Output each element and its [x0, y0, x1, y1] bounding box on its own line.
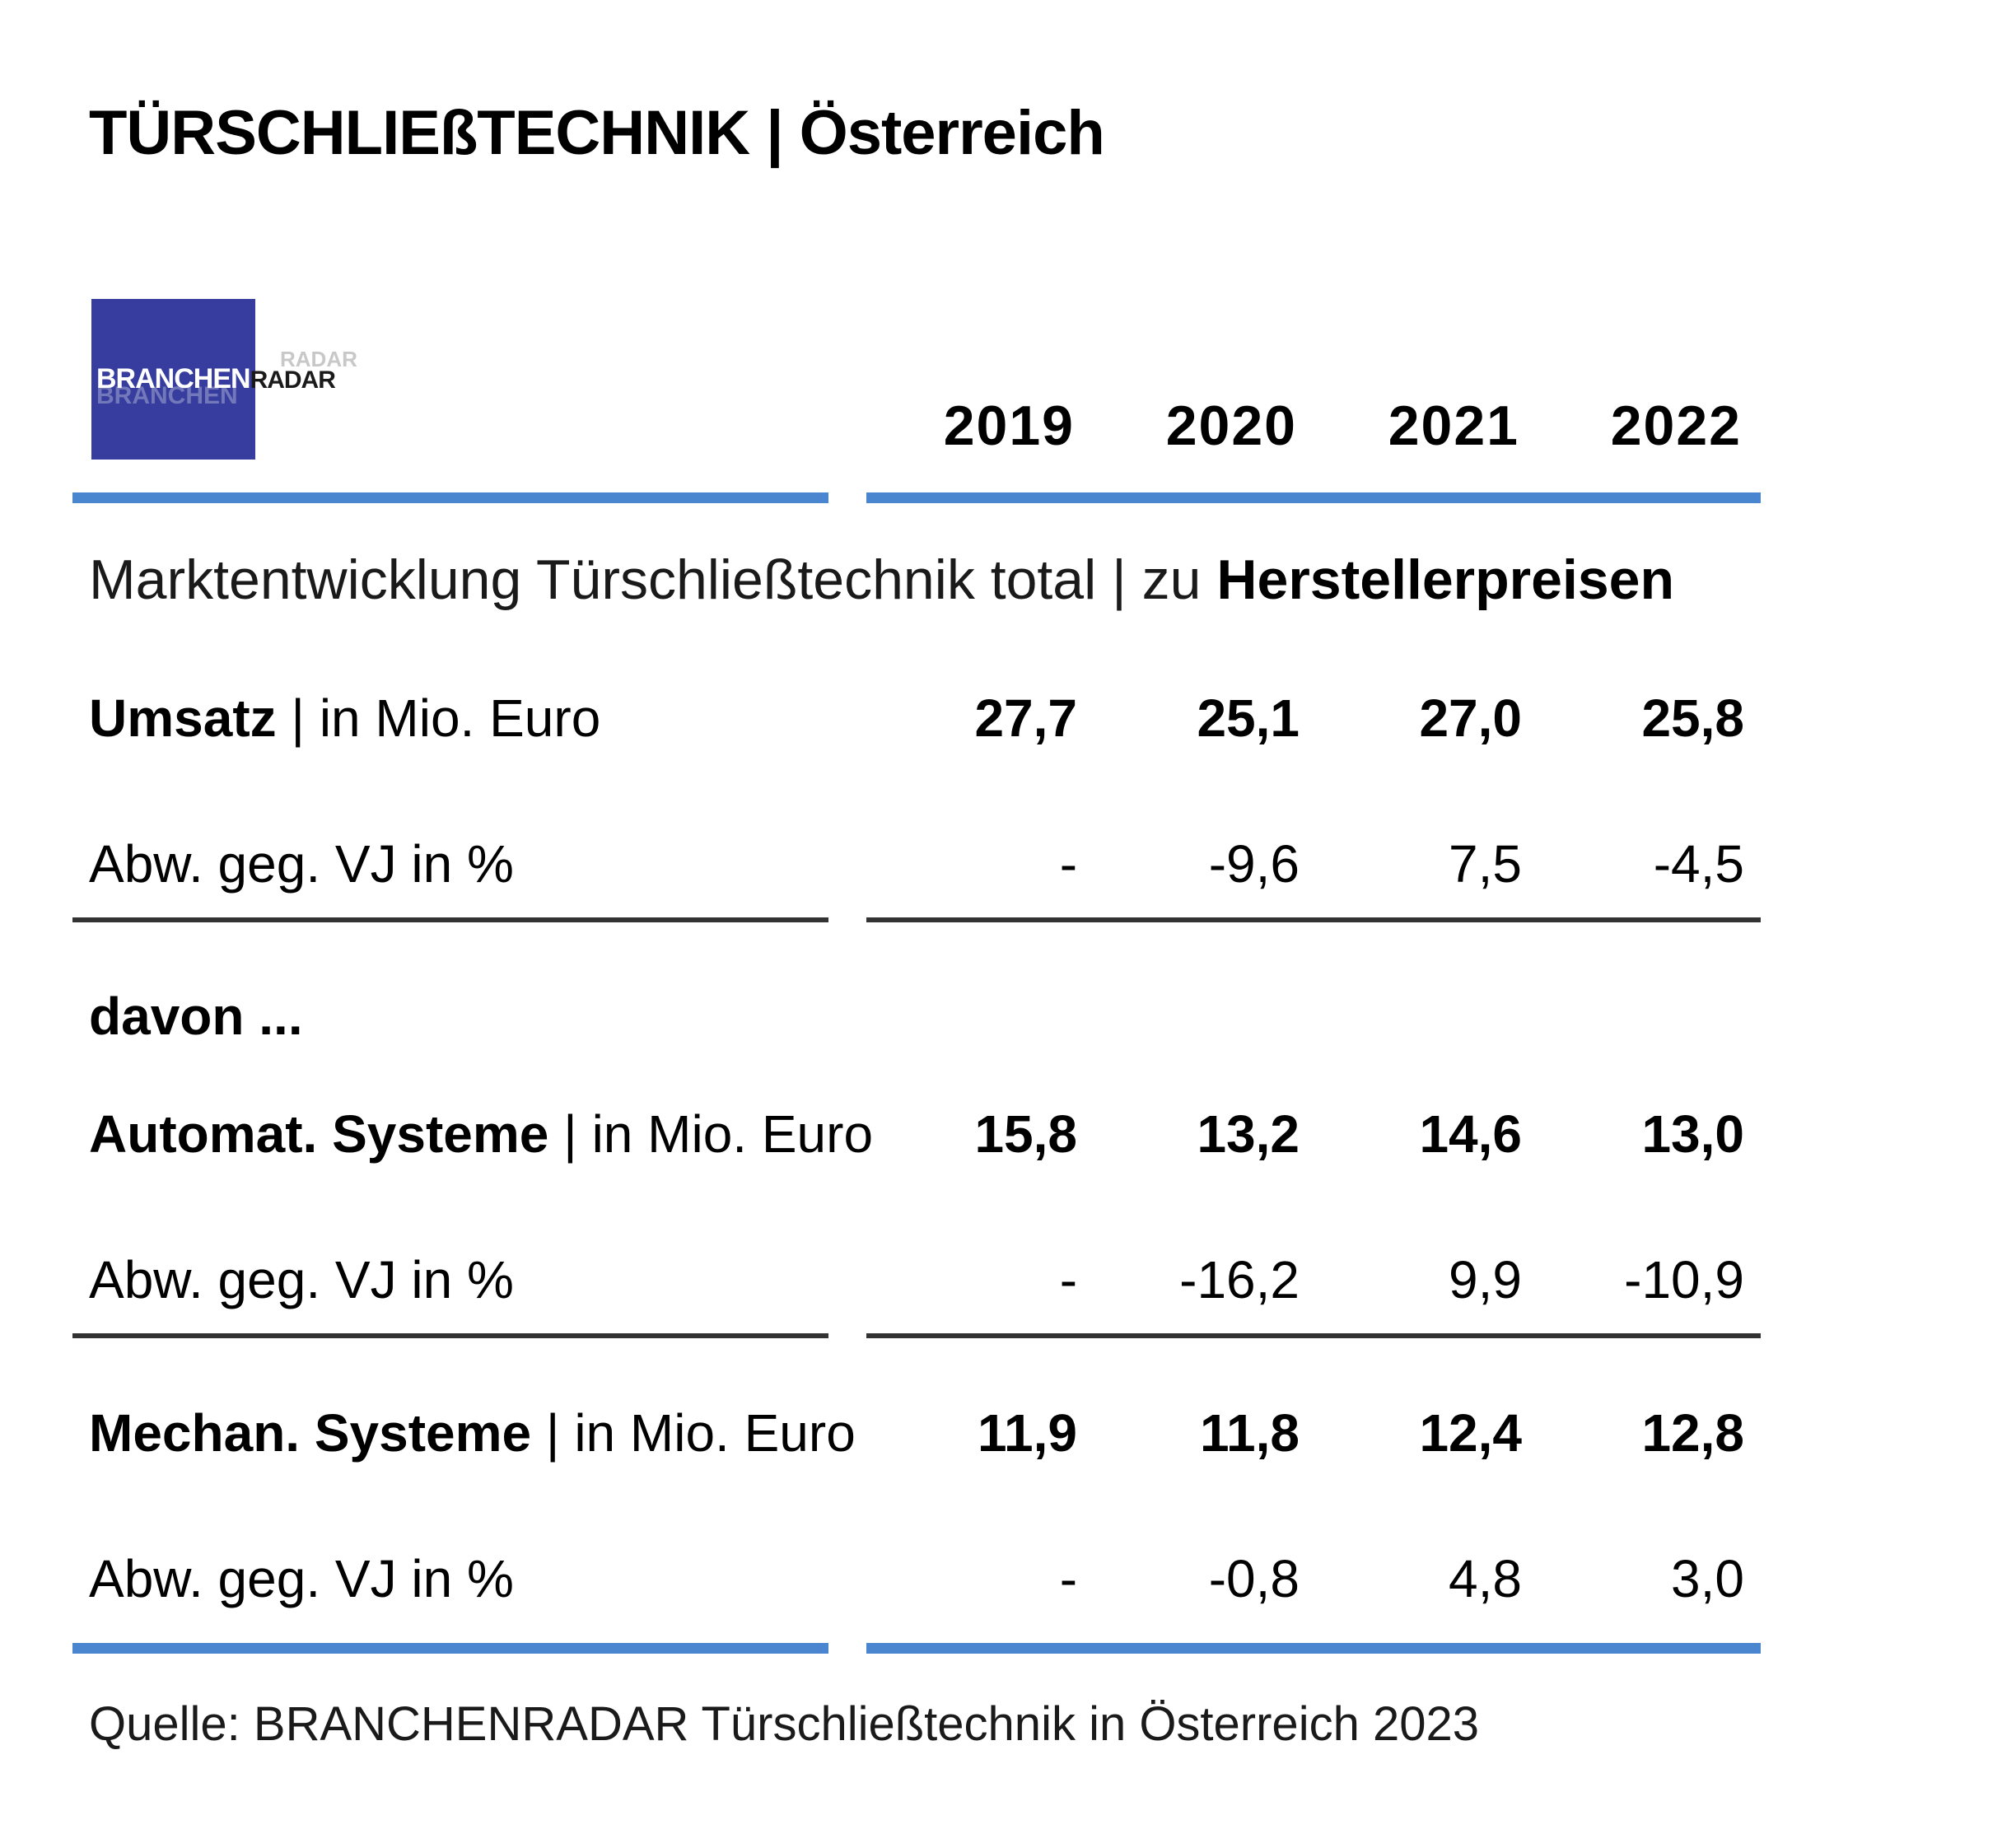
row-label-mechan: Mechan. Systeme | in Mio. Euro	[89, 1402, 856, 1463]
section-heading-emphasis: Herstellerpreisen	[1216, 548, 1675, 611]
logo-ghost-text: BRANCHEN	[96, 382, 238, 409]
cell-abw-mechan-2020: -0,8	[1208, 1549, 1300, 1608]
row-label-abw-umsatz: Abw. geg. VJ in %	[89, 834, 514, 894]
cell-abw-umsatz-2020: -9,6	[1208, 834, 1300, 894]
cell-umsatz-2022: 25,8	[1641, 688, 1744, 748]
cell-abw-umsatz-2019: -	[1059, 834, 1077, 894]
header-rule-left	[72, 492, 828, 503]
cell-abw-mechan-2019: -	[1059, 1549, 1077, 1608]
row-label-unit: | in Mio. Euro	[563, 1104, 874, 1164]
cell-automat-2020: 13,2	[1197, 1104, 1300, 1164]
cell-mechan-2020: 11,8	[1199, 1403, 1300, 1463]
cell-automat-2022: 13,0	[1641, 1104, 1744, 1164]
cell-abw-mechan-2021: 4,8	[1449, 1549, 1522, 1608]
cell-mechan-2022: 12,8	[1641, 1403, 1744, 1463]
row-label-umsatz: Umsatz | in Mio. Euro	[89, 688, 600, 749]
column-header-2020: 2020	[1165, 394, 1297, 457]
row-label-bold: Umsatz	[89, 688, 277, 748]
branchenradar-logo	[91, 299, 255, 460]
footer-rule-right	[866, 1643, 1761, 1654]
cell-mechan-2021: 12,4	[1419, 1403, 1522, 1463]
divider-left-1	[72, 917, 828, 922]
cell-umsatz-2021: 27,0	[1419, 688, 1522, 748]
cell-umsatz-2019: 27,7	[974, 688, 1077, 748]
section-heading: Marktentwicklung Türschließtechnik total…	[89, 548, 1674, 612]
row-label-automat: Automat. Systeme | in Mio. Euro	[89, 1104, 873, 1164]
row-label-bold: Mechan. Systeme	[89, 1403, 532, 1463]
page-title: TÜRSCHLIEßTECHNIK | Österreich	[89, 98, 1105, 168]
cell-abw-automat-2021: 9,9	[1449, 1250, 1522, 1309]
cell-abw-automat-2019: -	[1059, 1250, 1077, 1309]
logo-ghost-text-2: RADAR	[280, 347, 357, 371]
row-label-bold: Automat. Systeme	[89, 1104, 549, 1164]
divider-right-2	[866, 1333, 1761, 1338]
row-label-abw-mechan: Abw. geg. VJ in %	[89, 1549, 514, 1608]
divider-right-1	[866, 917, 1761, 922]
row-label-unit: | in Mio. Euro	[291, 688, 601, 748]
cell-mechan-2019: 11,9	[977, 1403, 1077, 1463]
section-heading-prefix: Marktentwicklung Türschließtechnik total…	[89, 548, 1217, 611]
header-rule-right	[866, 492, 1761, 503]
footer-rule-left	[72, 1643, 828, 1654]
cell-abw-automat-2022: -10,9	[1624, 1250, 1744, 1309]
cell-abw-automat-2020: -16,2	[1179, 1250, 1300, 1309]
row-label-abw-automat: Abw. geg. VJ in %	[89, 1250, 514, 1309]
cell-abw-mechan-2022: 3,0	[1671, 1549, 1744, 1608]
row-label-davon: davon ...	[89, 986, 303, 1047]
cell-abw-umsatz-2022: -4,5	[1653, 834, 1744, 894]
logo-text-part1: BRANCHEN	[96, 363, 251, 394]
divider-left-2	[72, 1333, 828, 1338]
column-header-2022: 2022	[1610, 394, 1742, 457]
column-header-2019: 2019	[943, 394, 1075, 457]
column-header-2021: 2021	[1388, 394, 1519, 457]
cell-umsatz-2020: 25,1	[1197, 688, 1300, 748]
cell-automat-2021: 14,6	[1419, 1104, 1522, 1164]
row-label-unit: | in Mio. Euro	[545, 1403, 856, 1463]
cell-abw-umsatz-2021: 7,5	[1449, 834, 1522, 894]
cell-automat-2019: 15,8	[974, 1104, 1077, 1164]
logo-text: BRANCHENRADAR	[96, 363, 336, 395]
row-label-davon-text: davon ...	[89, 987, 303, 1046]
logo-text-part2: RADAR	[250, 366, 336, 394]
source-note: Quelle: BRANCHENRADAR Türschließtechnik …	[89, 1697, 1479, 1751]
